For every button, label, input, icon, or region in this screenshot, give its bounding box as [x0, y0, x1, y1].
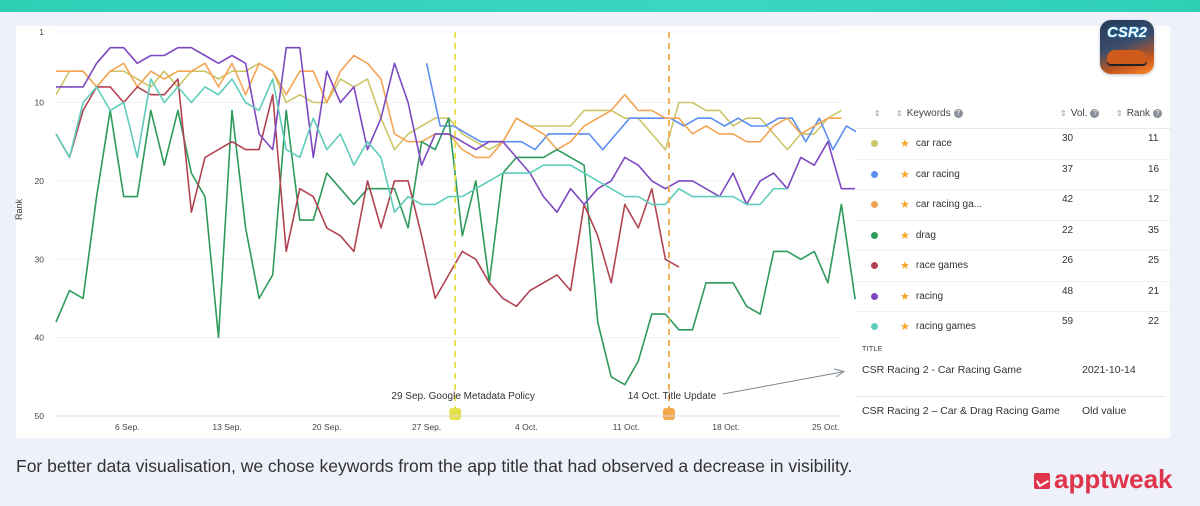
volume-cell: 30	[1062, 133, 1074, 144]
volume-column-header[interactable]: ⇕ Vol. ?	[1060, 98, 1100, 128]
series-line	[55, 62, 842, 151]
keyword-cell: ★ car race	[900, 138, 952, 151]
x-tick-label: 18 Oct.	[712, 422, 739, 432]
x-tick-label: 4 Oct.	[515, 422, 538, 432]
keyword-row[interactable]: ★ car racing 37 16	[856, 160, 1170, 190]
car-image	[1107, 50, 1147, 64]
app-logo-text: CSR2	[1106, 24, 1147, 41]
divider	[856, 396, 1166, 397]
y-tick-label: 20	[35, 176, 45, 186]
annotation-arrow	[722, 371, 843, 395]
rank-cell: 21	[1148, 285, 1160, 297]
rank-cell: 22	[1148, 316, 1160, 327]
series-line	[55, 78, 680, 308]
keywords-column-header[interactable]: ⇕ Keywords ?	[896, 98, 963, 128]
keyword-cell: ★ race games	[900, 260, 969, 273]
event-label: 14 Oct. Title Update	[628, 391, 717, 402]
series-line	[55, 109, 869, 386]
star-icon[interactable]: ★	[900, 260, 910, 273]
keyword-row[interactable]: ★ racing 48 21	[856, 282, 1170, 312]
title-section-label: TITLE	[862, 346, 883, 353]
keyword-row[interactable]: ★ racing games 59 22	[856, 312, 1170, 343]
keyword-row[interactable]: ★ race games 26 25	[856, 251, 1170, 282]
sort-icon: ⇕	[896, 108, 903, 118]
series-color-dot[interactable]	[871, 251, 878, 281]
sort-icon: ⇕	[1060, 108, 1067, 118]
volume-cell: 22	[1062, 224, 1074, 236]
star-icon[interactable]: ★	[900, 138, 910, 151]
event-badge-icon	[449, 408, 462, 420]
volume-cell: 59	[1062, 316, 1074, 327]
y-tick-label: 30	[35, 254, 45, 264]
x-tick-label: 20 Sep.	[312, 422, 341, 432]
y-axis-title: Rank	[14, 198, 24, 220]
star-icon[interactable]: ★	[900, 290, 910, 303]
keyword-row[interactable]: ★ car race 30 11	[856, 129, 1170, 160]
caption-text: For better data visualisation, we chose …	[16, 456, 853, 476]
sort-icon: ⇕	[1116, 108, 1123, 118]
app-icon: CSR2	[1100, 20, 1154, 74]
series-color-dot[interactable]	[871, 129, 878, 159]
series-color-dot[interactable]	[871, 312, 878, 342]
help-icon[interactable]: ?	[1153, 108, 1163, 118]
rank-cell: 16	[1148, 163, 1160, 175]
help-icon[interactable]: ?	[953, 108, 963, 118]
arrow-head-icon	[833, 368, 846, 378]
keyword-table: ⇕ ⇕ Keywords ? ⇕ Vol. ? ⇕ Rank ? ★ car ra…	[856, 98, 1170, 343]
series-line	[55, 78, 788, 213]
brand-name: apptweak	[1054, 464, 1173, 494]
event-label: 29 Sep. Google Metadata Policy	[391, 391, 534, 402]
title-text: CSR Racing 2 - Car Racing Game	[862, 364, 1022, 376]
rank-column-header[interactable]: ⇕ Rank ?	[1116, 98, 1163, 128]
rank-cell: 11	[1148, 133, 1159, 144]
rank-cell: 12	[1148, 194, 1160, 205]
y-tick-label: 1	[39, 27, 44, 37]
keyword-cell: ★ racing games	[900, 321, 976, 334]
keyword-cell: ★ racing	[900, 290, 944, 303]
volume-cell: 42	[1062, 194, 1074, 205]
keyword-cell: ★ car racing	[900, 168, 960, 181]
star-icon[interactable]: ★	[900, 321, 910, 334]
series-color-dot[interactable]	[871, 190, 878, 220]
title-text: CSR Racing 2 – Car & Drag Racing Game	[862, 405, 1060, 417]
keyword-row[interactable]: ★ car racing ga... 42 12	[856, 190, 1170, 221]
volume-cell: 37	[1062, 163, 1074, 175]
title-date: Old value	[1082, 405, 1127, 417]
y-tick-label: 50	[35, 411, 45, 421]
brand-logo: apptweak	[1034, 464, 1173, 495]
rank-cell: 35	[1148, 224, 1160, 236]
title-date: 2021-10-14	[1082, 364, 1136, 376]
title-history-block: TITLE CSR Racing 2 - Car Racing Game 202…	[856, 340, 1170, 438]
x-tick-label: 13 Sep.	[212, 422, 241, 432]
star-icon[interactable]: ★	[900, 199, 910, 212]
volume-cell: 48	[1062, 285, 1074, 297]
brand-mark-icon	[1034, 473, 1050, 489]
star-icon[interactable]: ★	[900, 229, 910, 242]
top-accent-bar	[0, 0, 1200, 12]
series-line	[56, 54, 842, 159]
rank-cell: 25	[1148, 255, 1160, 266]
x-tick-label: 25 Oct.	[812, 422, 839, 432]
series-line	[56, 46, 855, 213]
keyword-table-header: ⇕ ⇕ Keywords ? ⇕ Vol. ? ⇕ Rank ?	[856, 98, 1170, 129]
y-tick-label: 40	[35, 333, 45, 343]
volume-cell: 26	[1062, 255, 1074, 266]
y-tick-label: 10	[35, 98, 45, 108]
keyword-cell: ★ drag	[900, 229, 936, 242]
series-color-dot[interactable]	[871, 221, 878, 251]
x-tick-label: 27 Sep.	[412, 422, 441, 432]
help-icon[interactable]: ?	[1090, 108, 1100, 118]
sort-icon[interactable]: ⇕	[874, 108, 881, 118]
x-tick-label: 11 Oct.	[613, 422, 640, 432]
keyword-cell: ★ car racing ga...	[900, 199, 983, 212]
series-color-dot[interactable]	[871, 160, 878, 190]
x-tick-label: 6 Sep.	[115, 422, 140, 432]
star-icon[interactable]: ★	[900, 168, 910, 181]
event-badge-icon	[662, 408, 675, 420]
series-color-dot[interactable]	[871, 282, 878, 312]
keyword-row[interactable]: ★ drag 22 35	[856, 221, 1170, 251]
